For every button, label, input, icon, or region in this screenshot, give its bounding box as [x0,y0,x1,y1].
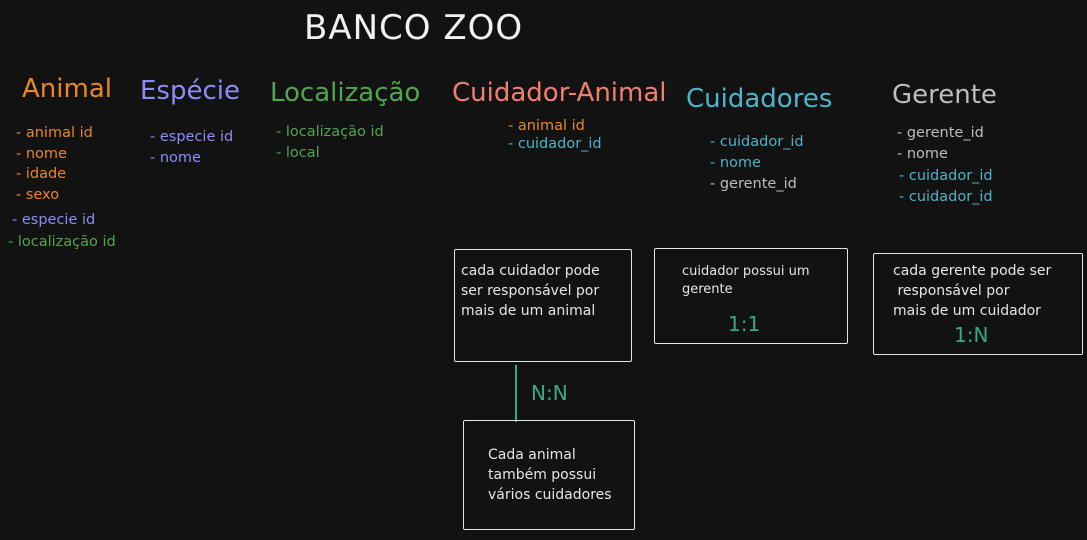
entity-title-animal: Animal [22,74,112,104]
attr-animal-especie-id: - especie id [12,212,96,228]
attr-especie-nome: - nome [150,150,201,166]
attr-animal-localizacao-id: - localização id [8,234,116,250]
note-box-gerente-cuidador [873,253,1083,355]
entity-title-especie: Espécie [140,76,240,106]
attr-cuidadores-nome: - nome [710,155,761,171]
attr-animal-nome: - nome [16,146,67,162]
attr-gerente-cuidador-id-1: - cuidador_id [899,168,993,184]
note-box-cuidador-gerente [654,248,848,344]
attr-cuidador-animal-animal-id: - animal id [508,118,585,134]
ratio-label-1-1: 1:1 [728,312,761,336]
ratio-label-1-n: 1:N [954,323,989,347]
attr-especie-id: - especie id [150,129,234,145]
attr-gerente-nome: - nome [897,146,948,162]
entity-title-gerente: Gerente [892,80,997,110]
attr-gerente-id: - gerente_id [897,125,984,141]
diagram-title: BANCO ZOO [304,8,524,48]
ratio-label-n-n: N:N [531,381,568,405]
attr-animal-sexo: - sexo [16,187,60,203]
note-box-cuidador-animal [454,249,632,362]
attr-animal-idade: - idade [16,166,67,182]
attr-animal-id: - animal id [16,125,93,141]
note-box-animal-cuidadores [463,420,635,530]
attr-cuidadores-gerente-id: - gerente_id [710,176,797,192]
entity-title-cuidadores: Cuidadores [686,84,833,114]
attr-cuidadores-id: - cuidador_id [710,134,804,150]
attr-cuidador-animal-cuidador-id: - cuidador_id [508,136,602,152]
note-text-cuidador-gerente: cuidador possui um gerente [682,264,810,297]
entity-title-cuidador-animal: Cuidador-Animal [452,78,667,108]
note-text-animal-cuidadores: Cada animal também possui vários cuidado… [488,447,612,503]
note-text-cuidador-animal: cada cuidador pode ser responsável por m… [461,263,600,319]
attr-localizacao-id: - localização id [276,124,384,140]
note-text-gerente-cuidador: cada gerente pode ser responsável por ma… [893,263,1052,319]
attr-localizacao-local: - local [276,145,320,161]
connector-line [515,365,517,422]
attr-gerente-cuidador-id-2: - cuidador_id [899,189,993,205]
entity-title-localizacao: Localização [270,78,421,108]
